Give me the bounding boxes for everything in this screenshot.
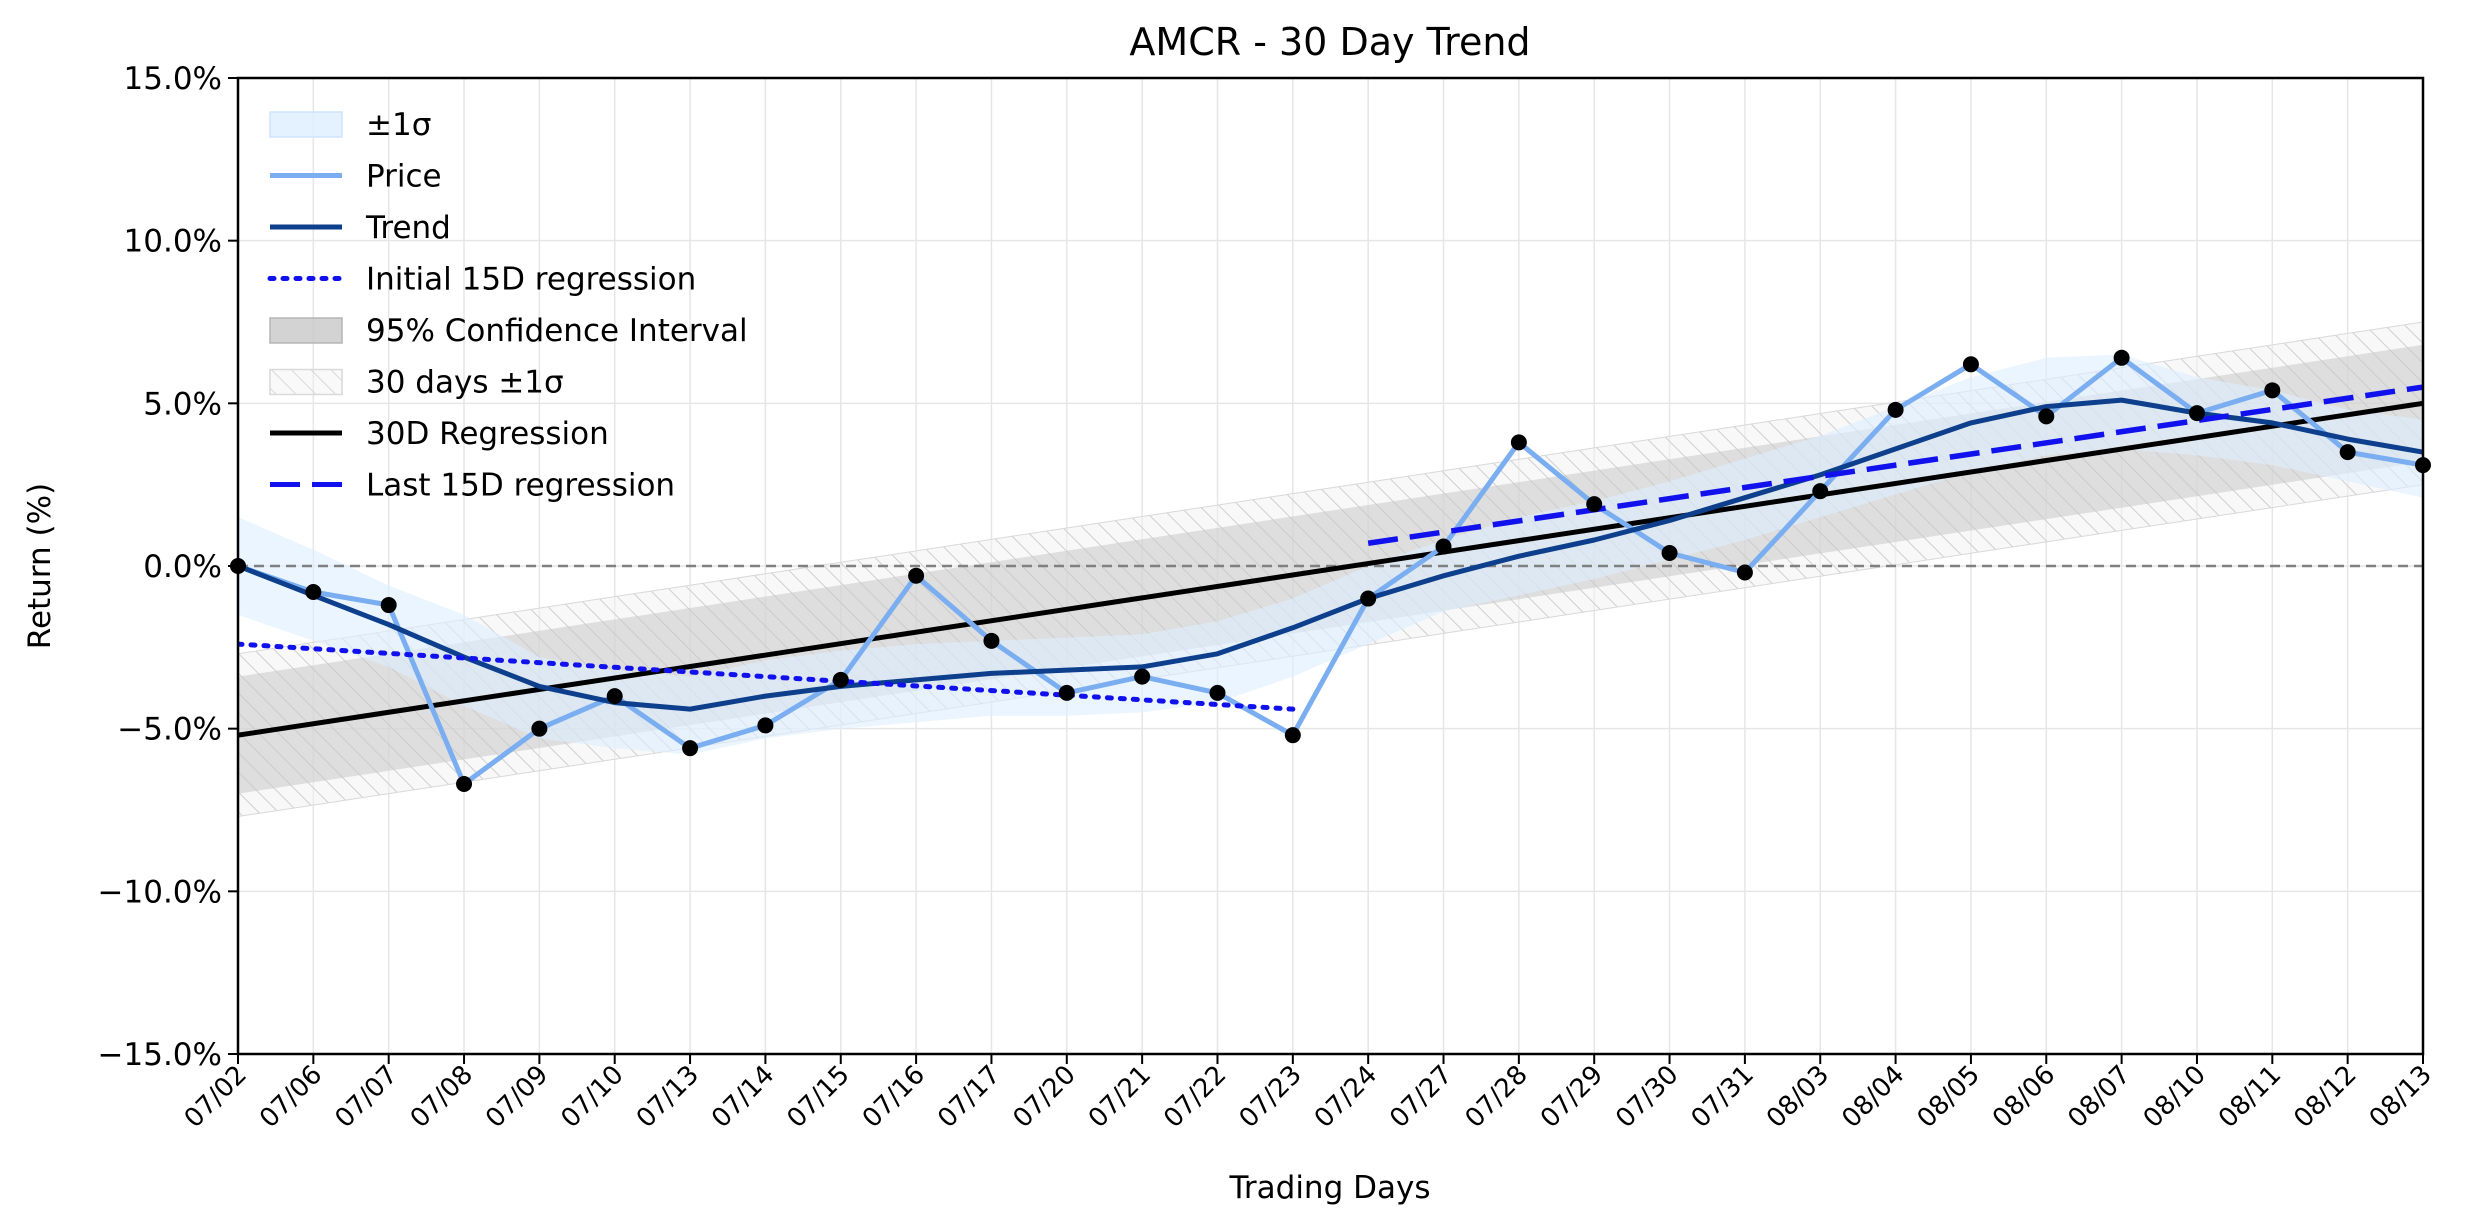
x-tick-label: 08/07 [2062, 1060, 2136, 1134]
x-tick-label: 07/09 [480, 1060, 554, 1134]
price-point [1058, 684, 1075, 701]
x-tick-label: 08/03 [1761, 1060, 1835, 1134]
y-tick-label: 15.0% [124, 61, 222, 97]
chart-title: AMCR - 30 Day Trend [1129, 20, 1530, 64]
x-tick-label: 07/08 [405, 1060, 479, 1134]
price-point [832, 671, 849, 688]
x-axis-ticks: 07/02 07/06 07/07 07/08 07/09 07/10 07/13 07/14… [179, 1054, 2438, 1134]
x-tick-label: 07/22 [1158, 1060, 1232, 1134]
x-tick-label: 08/12 [2288, 1060, 2362, 1134]
price-point [2188, 405, 2205, 422]
x-tick-label: 07/28 [1460, 1060, 1534, 1134]
x-tick-label: 08/05 [1912, 1060, 1986, 1134]
price-point [531, 720, 548, 737]
x-tick-label: 07/15 [782, 1060, 856, 1134]
price-point [1435, 538, 1452, 555]
legend-label: Initial 15D regression [366, 262, 696, 298]
price-point [757, 717, 774, 734]
price-point [1812, 483, 1829, 500]
x-tick-label: 07/07 [329, 1060, 403, 1134]
x-tick-label: 08/11 [2213, 1060, 2287, 1134]
legend-label: 30D Regression [366, 416, 609, 452]
price-point [1360, 590, 1377, 607]
legend-label: Price [366, 159, 442, 195]
x-tick-label: 07/27 [1384, 1060, 1458, 1134]
price-point [2038, 408, 2055, 425]
price-point [2264, 382, 2281, 399]
price-point [2339, 444, 2356, 461]
series-lines [238, 355, 2423, 787]
y-tick-label: 0.0% [143, 549, 222, 585]
x-tick-label: 08/06 [1987, 1060, 2061, 1134]
price-point [1284, 727, 1301, 744]
legend: ±1σ Price Trend Initial 15D regression 95% C… [267, 107, 748, 504]
price-point [1134, 668, 1151, 685]
legend-label: Trend [365, 210, 451, 246]
x-tick-label: 07/06 [254, 1060, 328, 1134]
y-tick-label: −5.0% [117, 712, 222, 748]
legend-label: 30 days ±1σ [366, 365, 564, 401]
x-tick-label: 07/16 [857, 1060, 931, 1134]
price-point [983, 632, 1000, 649]
price-point [606, 688, 623, 705]
price-point [1510, 434, 1527, 451]
price-point [1209, 684, 1226, 701]
price-point [1736, 564, 1753, 581]
x-tick-label: 07/29 [1535, 1060, 1609, 1134]
price-point [380, 597, 397, 614]
legend-label: 95% Confidence Interval [366, 313, 748, 349]
price-point [1586, 496, 1603, 513]
y-tick-label: 10.0% [124, 224, 222, 260]
x-tick-label: 07/23 [1234, 1060, 1308, 1134]
last-15d-regression-line [1367, 384, 2423, 546]
price-point [2113, 349, 2130, 366]
x-tick-label: 08/10 [2138, 1060, 2212, 1134]
price-point [682, 740, 699, 757]
x-tick-label: 07/30 [1610, 1060, 1684, 1134]
y-tick-label: −15.0% [98, 1037, 222, 1073]
x-tick-label: 07/14 [706, 1060, 780, 1134]
y-axis-label: Return (%) [22, 483, 58, 649]
price-point [305, 584, 322, 601]
legend-swatch [269, 317, 343, 344]
x-tick-label: 07/20 [1008, 1060, 1082, 1134]
x-tick-label: 07/24 [1309, 1060, 1383, 1134]
y-tick-label: 5.0% [143, 386, 222, 422]
legend-label: Last 15D regression [366, 468, 675, 504]
x-tick-label: 07/13 [631, 1060, 705, 1134]
regression-30d-line [238, 400, 2423, 738]
x-tick-label: 08/04 [1836, 1060, 1910, 1134]
price-point [1962, 356, 1979, 373]
x-tick-label: 07/10 [555, 1060, 629, 1134]
price-point [456, 775, 473, 792]
price-point [1887, 401, 1904, 418]
x-tick-label: 07/21 [1083, 1060, 1157, 1134]
legend-label: ±1σ [366, 107, 431, 143]
price-point [908, 567, 925, 584]
x-tick-label: 07/17 [932, 1060, 1006, 1134]
legend-swatch [269, 111, 343, 138]
price-points [230, 349, 2431, 792]
x-tick-label: 07/31 [1686, 1060, 1760, 1134]
trend-line [238, 397, 2423, 712]
price-point [1661, 544, 1678, 561]
x-axis-label: Trading Days [1229, 1170, 1431, 1206]
x-tick-label: 08/13 [2364, 1060, 2438, 1134]
y-tick-label: −10.0% [98, 874, 222, 910]
legend-swatch [269, 368, 343, 396]
y-axis-ticks: −15.0% −10.0% −5.0% 0.0% 5.0% 10.0% 15.0% [98, 61, 238, 1073]
